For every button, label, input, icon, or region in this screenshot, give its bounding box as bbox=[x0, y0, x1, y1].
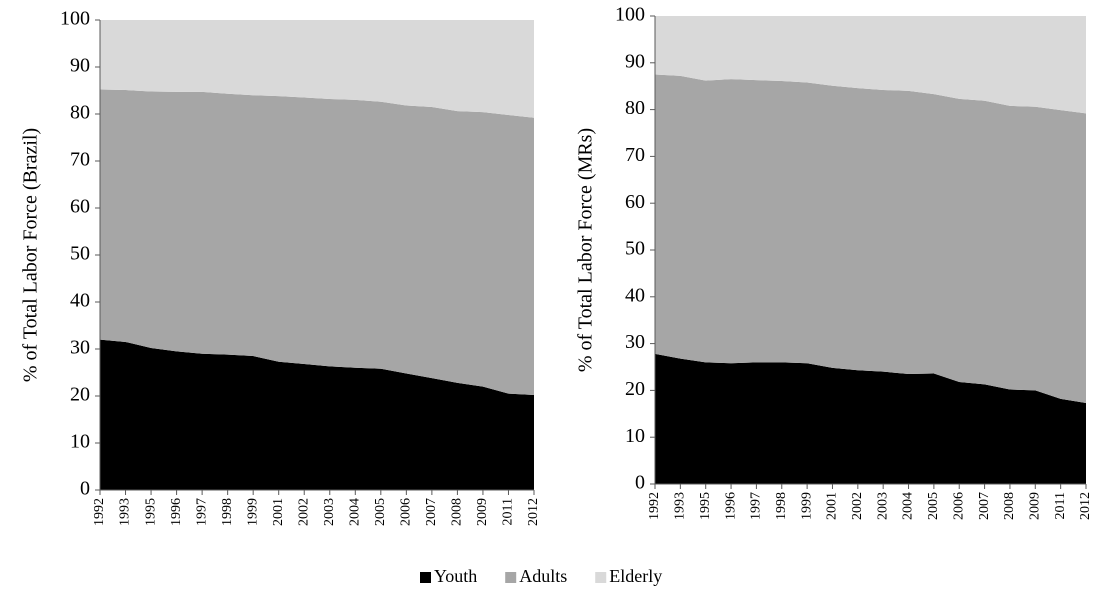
legend-swatch bbox=[505, 572, 517, 583]
area bbox=[655, 353, 1086, 484]
x-tick-label: 2005 bbox=[373, 498, 388, 526]
x-tick-label: 2009 bbox=[475, 498, 490, 526]
x-tick-label: 2006 bbox=[399, 498, 414, 526]
x-tick-label: 1995 bbox=[698, 492, 713, 520]
area bbox=[100, 89, 534, 396]
y-tick-label: 50 bbox=[625, 238, 645, 260]
x-tick-label: 1998 bbox=[220, 498, 235, 526]
y-tick-label: 20 bbox=[70, 384, 90, 406]
x-tick-label: 2012 bbox=[526, 498, 541, 526]
y-tick-label: 40 bbox=[70, 290, 90, 312]
area bbox=[655, 16, 1086, 114]
x-tick-label: 2003 bbox=[322, 498, 337, 526]
x-tick-label: 2012 bbox=[1078, 492, 1093, 520]
x-tick-label: 1993 bbox=[673, 492, 688, 520]
y-tick-label: 70 bbox=[70, 149, 90, 171]
y-tick-label: 80 bbox=[625, 97, 645, 119]
area bbox=[655, 74, 1086, 404]
x-tick-label: 1999 bbox=[799, 492, 814, 520]
x-tick-label: 2007 bbox=[977, 492, 992, 520]
x-tick-label: 2006 bbox=[951, 492, 966, 520]
x-tick-label: 2011 bbox=[501, 498, 516, 525]
y-tick-label: 60 bbox=[625, 191, 645, 213]
y-tick-label: 90 bbox=[70, 55, 90, 77]
x-tick-label: 2005 bbox=[926, 492, 941, 520]
x-tick-label: 2004 bbox=[901, 492, 916, 520]
x-tick-label: 1999 bbox=[245, 498, 260, 526]
y-axis-title: % of Total Labor Force (Brazil) bbox=[20, 128, 42, 382]
x-tick-label: 2003 bbox=[875, 492, 890, 520]
x-tick-label: 1998 bbox=[774, 492, 789, 520]
y-axis-title: % of Total Labor Force (MRs) bbox=[575, 128, 597, 372]
y-tick-label: 60 bbox=[70, 196, 90, 218]
x-tick-label: 1996 bbox=[723, 492, 738, 520]
x-tick-label: 2008 bbox=[1002, 492, 1017, 520]
y-tick-label: 30 bbox=[625, 331, 645, 353]
y-tick-label: 20 bbox=[625, 378, 645, 400]
x-tick-label: 2002 bbox=[850, 492, 865, 520]
area bbox=[100, 339, 534, 490]
y-tick-label: 40 bbox=[625, 284, 645, 306]
x-tick-label: 1992 bbox=[647, 492, 662, 520]
y-tick-label: 100 bbox=[60, 8, 90, 30]
area bbox=[100, 20, 534, 118]
y-tick-label: 100 bbox=[615, 4, 645, 26]
legend-swatch bbox=[420, 572, 431, 583]
x-tick-label: 2004 bbox=[348, 498, 363, 526]
y-tick-label: 0 bbox=[635, 472, 645, 494]
x-tick-label: 1992 bbox=[92, 498, 107, 526]
legend-label: Elderly bbox=[609, 566, 662, 586]
legend-label: Youth bbox=[434, 566, 477, 586]
y-tick-label: 0 bbox=[80, 478, 90, 500]
y-tick-label: 80 bbox=[70, 102, 90, 124]
x-tick-label: 1996 bbox=[169, 498, 184, 526]
x-tick-label: 2007 bbox=[424, 498, 439, 526]
y-tick-label: 70 bbox=[625, 144, 645, 166]
y-tick-label: 10 bbox=[70, 431, 90, 453]
x-tick-label: 2002 bbox=[296, 498, 311, 526]
x-tick-label: 1997 bbox=[194, 498, 209, 526]
x-tick-label: 1997 bbox=[749, 492, 764, 520]
x-tick-label: 2001 bbox=[271, 498, 286, 526]
y-tick-label: 10 bbox=[625, 425, 645, 447]
y-tick-label: 30 bbox=[70, 337, 90, 359]
x-tick-label: 2008 bbox=[450, 498, 465, 526]
legend-swatch bbox=[595, 572, 607, 583]
y-tick-label: 90 bbox=[625, 50, 645, 72]
x-tick-label: 2001 bbox=[825, 492, 840, 520]
y-tick-label: 50 bbox=[70, 243, 90, 265]
legend-label: Adults bbox=[519, 566, 567, 586]
x-tick-label: 1995 bbox=[143, 498, 158, 526]
x-tick-label: 2011 bbox=[1053, 492, 1068, 519]
x-tick-label: 2009 bbox=[1028, 492, 1043, 520]
x-tick-label: 1993 bbox=[118, 498, 133, 526]
